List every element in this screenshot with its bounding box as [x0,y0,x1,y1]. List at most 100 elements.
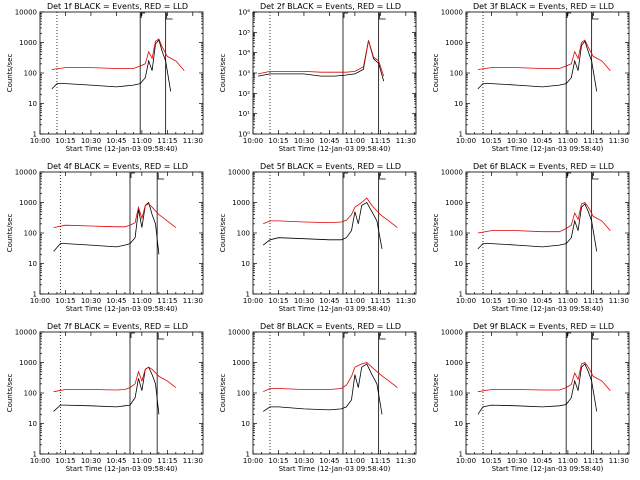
x-tick-label: 10:15 [268,457,288,465]
x-tick-label: 11:30 [609,457,629,465]
lld-series-line [477,39,611,71]
events-series-line [258,40,385,82]
x-tick-label: 10:30 [81,457,101,465]
lld-series-line [477,362,611,393]
detector-chart-svg: Det 5f BLACK = Events, RED = LLD 1 10 100 10… [219,162,417,313]
x-tick-label: 11:00 [558,297,578,305]
marker-flag [130,172,135,178]
x-tick-label: 11:00 [132,457,152,465]
y-axis-label: Counts/sec [432,214,440,253]
y-tick-label: 1 [246,291,250,299]
y-tick-label: 100 [24,70,37,78]
panel-title: Det 6f BLACK = Events, RED = LLD [473,162,614,171]
plot-frame [39,171,204,295]
x-tick-label: 10:00 [243,457,263,465]
x-axis-label: Start Time (12-Jan-03 09:58:40) [279,465,391,473]
y-tick-label: 1000 [445,199,463,207]
detector-chart-svg: Det 3f BLACK = Events, RED = LLD 1 10 100 10… [432,2,630,153]
events-series-line [53,366,160,415]
detector-chart-svg: Det 4f BLACK = Events, RED = LLD 1 10 100 10… [6,162,204,313]
x-tick-label: 11:30 [609,297,629,305]
plot-frame [252,171,417,295]
lld-series-line [263,362,398,393]
y-tick-label: 10 [28,420,37,428]
y-tick-label: 100 [450,70,463,78]
marker-flag [592,333,599,340]
panel-title: Det 8f BLACK = Events, RED = LLD [260,322,401,331]
y-tick-label: 10000 [441,329,463,337]
events-series-line [53,201,160,255]
x-tick-label: 11:30 [183,137,203,145]
x-tick-label: 10:15 [268,137,288,145]
x-tick-label: 10:15 [55,297,75,305]
lld-series-line [51,38,185,71]
marker-flag [157,333,165,340]
y-axis-label: Counts/sec [219,374,227,413]
x-tick-label: 11:30 [183,457,203,465]
detector-chart-svg: Det 2f BLACK = Events, RED = LLD 10⁰ 10¹ 10… [219,2,417,153]
marker-flag [343,12,348,18]
x-tick-label: 10:45 [106,457,126,465]
y-tick-label: 1 [246,451,250,459]
detector-panel: Det 2f BLACK = Events, RED = LLD 10⁰ 10¹ 10… [213,0,426,160]
detector-chart-svg: Det 9f BLACK = Events, RED = LLD 1 10 100 10… [432,322,630,473]
x-tick-label: 10:45 [106,297,126,305]
events-series-line [477,203,598,252]
x-tick-label: 11:15 [583,137,603,145]
y-tick-label: 10² [238,90,250,98]
y-tick-label: 100 [237,230,250,238]
detector-panel: Det 5f BLACK = Events, RED = LLD 1 10 100 10… [213,160,426,320]
lld-series-line [258,40,385,77]
x-tick-label: 11:15 [583,457,603,465]
x-tick-label: 11:15 [157,457,177,465]
x-tick-label: 11:15 [370,137,390,145]
marker-flag [130,332,135,338]
y-axis-label: Counts/sec [6,54,14,93]
x-tick-label: 10:30 [294,137,314,145]
y-tick-label: 10 [454,260,463,268]
y-axis-label: Counts/sec [6,214,14,253]
x-tick-label: 10:30 [507,137,527,145]
x-tick-label: 10:30 [507,297,527,305]
x-tick-label: 11:00 [345,137,365,145]
detector-chart-svg: Det 1f BLACK = Events, RED = LLD 1 10 100 10… [6,2,204,153]
events-series-line [51,39,172,92]
lld-series-line [53,366,177,393]
y-tick-label: 10 [28,100,37,108]
x-tick-label: 10:30 [294,297,314,305]
x-tick-label: 10:00 [243,297,263,305]
x-tick-label: 10:00 [243,137,263,145]
x-tick-label: 10:30 [81,297,101,305]
marker-flag [566,172,572,178]
y-tick-label: 10⁵ [238,29,250,37]
plot-frame [252,11,417,135]
y-tick-label: 10000 [15,9,37,17]
y-tick-label: 10 [28,260,37,268]
y-tick-label: 10000 [441,169,463,177]
y-tick-label: 1 [459,451,463,459]
panel-title: Det 5f BLACK = Events, RED = LLD [260,162,401,171]
x-tick-label: 11:00 [558,457,578,465]
y-tick-label: 10000 [15,329,37,337]
x-tick-label: 10:45 [532,137,552,145]
x-tick-label: 11:15 [157,297,177,305]
marker-flag [343,172,348,178]
y-tick-label: 1000 [445,359,463,367]
y-tick-label: 10000 [228,329,250,337]
x-tick-label: 10:15 [268,297,288,305]
x-tick-label: 11:30 [183,297,203,305]
y-axis-label: Counts/sec [432,54,440,93]
panel-title: Det 1f BLACK = Events, RED = LLD [47,2,188,11]
x-tick-label: 11:30 [396,137,416,145]
marker-flag [379,173,386,180]
detector-panel: Det 3f BLACK = Events, RED = LLD 1 10 100 10… [426,0,639,160]
y-tick-label: 1000 [445,39,463,47]
y-tick-label: 1000 [232,199,250,207]
y-tick-label: 100 [450,230,463,238]
panel-title: Det 4f BLACK = Events, RED = LLD [47,162,188,171]
x-tick-label: 10:45 [106,137,126,145]
x-tick-label: 10:15 [481,137,501,145]
x-tick-label: 11:00 [132,297,152,305]
y-tick-label: 10³ [238,70,250,78]
